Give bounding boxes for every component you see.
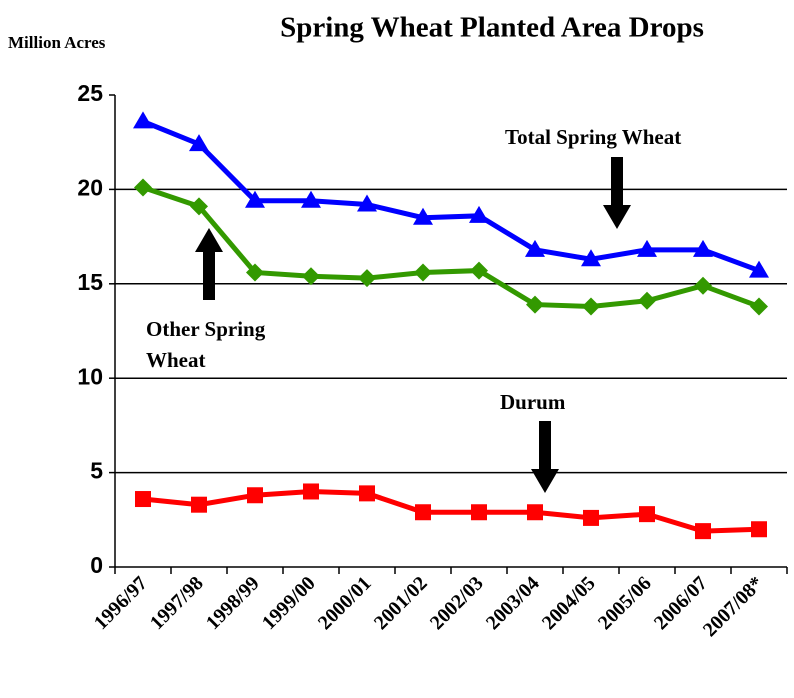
marker: [581, 249, 601, 267]
marker: [751, 521, 767, 538]
marker: [133, 111, 153, 129]
marker: [582, 297, 600, 316]
marker: [301, 190, 321, 208]
marker: [135, 491, 151, 508]
arrow: [603, 157, 631, 229]
marker: [357, 194, 377, 212]
y-tick-label: 25: [77, 80, 103, 106]
marker: [414, 263, 432, 282]
annotation: Total Spring Wheat: [505, 125, 681, 149]
marker: [694, 276, 712, 295]
marker: [693, 239, 713, 257]
marker: [359, 485, 375, 502]
y-axis-label: Million Acres: [8, 33, 106, 52]
marker: [469, 205, 489, 223]
marker: [302, 267, 320, 286]
marker: [749, 260, 769, 278]
x-tick-label: 1998/99: [202, 572, 264, 634]
y-tick-label: 15: [77, 269, 103, 295]
marker: [246, 263, 264, 282]
annotation: Other Spring: [146, 317, 266, 341]
y-tick-label: 0: [90, 552, 103, 578]
marker: [525, 239, 545, 257]
x-tick-label: 2002/03: [426, 572, 488, 634]
series-line: [142, 119, 760, 273]
marker: [527, 504, 543, 521]
y-tick-label: 10: [77, 363, 103, 389]
y-tick-label: 20: [77, 174, 103, 200]
marker: [190, 197, 208, 216]
marker: [415, 504, 431, 521]
marker: [413, 207, 433, 225]
x-tick-label: 1996/97: [90, 572, 152, 634]
marker: [358, 269, 376, 288]
x-tick-label: 2005/06: [594, 572, 656, 634]
marker: [191, 496, 207, 513]
marker: [245, 190, 265, 208]
chart-title: Spring Wheat Planted Area Drops: [280, 12, 704, 44]
series-line: [142, 185, 760, 309]
arrow: [195, 228, 223, 300]
marker: [750, 297, 768, 316]
annotation: Durum: [500, 390, 566, 414]
marker: [695, 523, 711, 540]
x-tick-label: 2007/08*: [699, 572, 768, 641]
marker: [470, 261, 488, 280]
x-tick-label: 2003/04: [482, 572, 544, 634]
series-line: [142, 488, 760, 534]
x-tick-label: 1997/98: [146, 572, 208, 634]
marker: [134, 178, 152, 197]
marker: [583, 509, 599, 526]
marker: [247, 487, 263, 504]
marker: [638, 291, 656, 310]
arrow: [531, 421, 559, 493]
marker: [189, 134, 209, 152]
x-tick-label: 2000/01: [314, 572, 376, 634]
marker: [639, 506, 655, 523]
marker: [637, 239, 657, 257]
x-tick-label: 1999/00: [258, 572, 320, 634]
marker: [526, 295, 544, 314]
x-tick-label: 2004/05: [538, 572, 600, 634]
y-tick-label: 5: [90, 458, 103, 484]
marker: [303, 483, 319, 500]
x-tick-label: 2001/02: [370, 572, 432, 634]
marker: [471, 504, 487, 521]
annotation: Wheat: [146, 348, 206, 372]
